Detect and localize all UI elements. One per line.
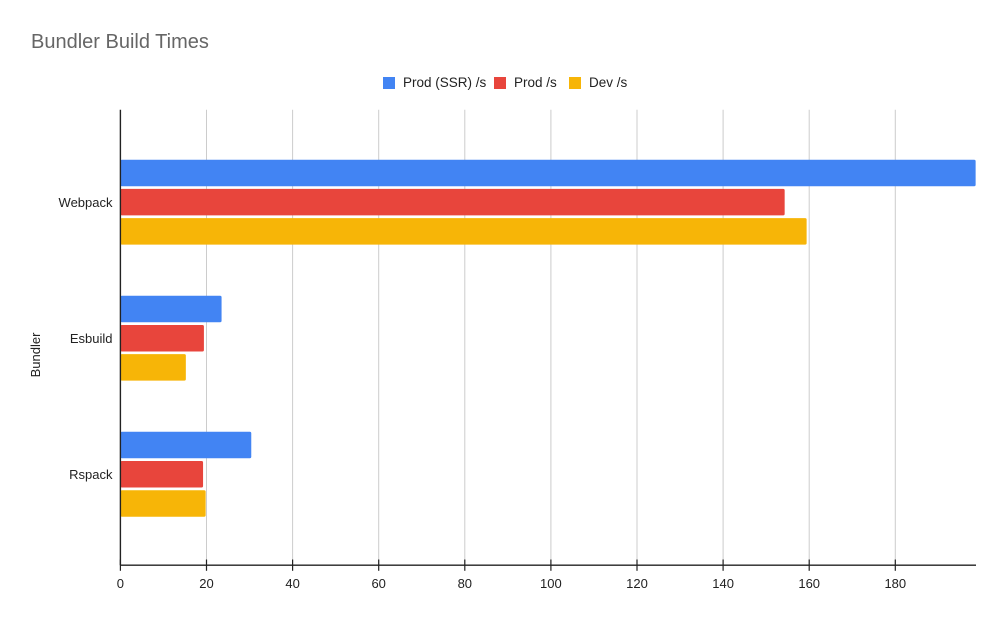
svg-text:100: 100 xyxy=(540,576,562,591)
svg-text:0: 0 xyxy=(117,576,124,591)
svg-text:Prod /s: Prod /s xyxy=(514,75,557,90)
svg-text:60: 60 xyxy=(371,576,385,591)
svg-text:Esbuild: Esbuild xyxy=(70,331,113,346)
svg-text:Bundler: Bundler xyxy=(28,332,43,377)
svg-text:Dev /s: Dev /s xyxy=(589,75,628,90)
svg-text:20: 20 xyxy=(199,576,213,591)
svg-text:Prod (SSR) /s: Prod (SSR) /s xyxy=(403,75,487,90)
svg-text:120: 120 xyxy=(626,576,648,591)
svg-text:140: 140 xyxy=(712,576,734,591)
svg-text:80: 80 xyxy=(458,576,472,591)
svg-text:Webpack: Webpack xyxy=(59,195,113,210)
svg-text:160: 160 xyxy=(798,576,820,591)
svg-text:Rspack: Rspack xyxy=(69,467,113,482)
svg-text:180: 180 xyxy=(884,576,906,591)
svg-text:40: 40 xyxy=(285,576,299,591)
